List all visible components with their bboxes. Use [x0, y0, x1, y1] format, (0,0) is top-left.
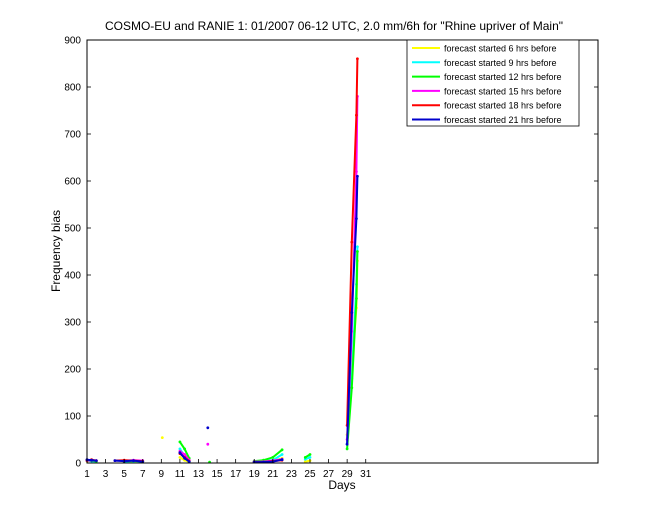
data-point [280, 453, 284, 456]
y-tick-label: 800 [64, 83, 81, 94]
x-tick-label: 11 [175, 469, 186, 480]
data-point [350, 240, 354, 244]
y-tick-label: 200 [64, 365, 81, 376]
x-tick-label: 19 [249, 469, 261, 480]
series-line [254, 458, 283, 464]
data-point [355, 113, 358, 117]
data-point [178, 456, 182, 459]
x-tick-label: 25 [304, 469, 316, 480]
series-line [346, 58, 359, 426]
x-tick-label: 9 [159, 469, 165, 480]
data-point [356, 245, 359, 249]
data-point [178, 440, 182, 444]
legend-entry-label: forecast started 21 hrs before [444, 115, 562, 125]
y-tick-label: 700 [64, 130, 81, 141]
series-line [346, 176, 359, 445]
legend-entry-label: forecast started 12 hrs before [444, 72, 562, 82]
y-tick-label: 900 [64, 36, 81, 47]
data-point [303, 460, 307, 463]
data-point [345, 442, 349, 446]
x-tick-label: 3 [103, 469, 109, 480]
y-tick-label: 100 [64, 412, 81, 423]
x-axis-label: Days [328, 478, 355, 492]
data-point [350, 386, 354, 390]
data-point [271, 456, 275, 459]
data-point [345, 447, 349, 451]
x-tick-label: 27 [323, 469, 335, 480]
data-point [280, 458, 284, 462]
y-tick-label: 600 [64, 177, 81, 188]
axis-ticks: 1 3 5 7 9 11 13 15 17 19 21 23 25 27 29 310100200300400… [64, 36, 598, 480]
x-tick-label: 15 [212, 469, 224, 480]
data-point [356, 57, 359, 61]
data-point [308, 453, 312, 456]
data-point [94, 459, 98, 462]
data-point [90, 458, 93, 462]
data-point [187, 460, 191, 463]
data-point [355, 297, 358, 300]
series-layer [85, 57, 359, 464]
y-tick-label: 0 [75, 459, 81, 470]
chart-title: COSMO-EU and RANIE 1: 01/2007 06-12 UTC,… [105, 19, 563, 33]
y-axis-label: Frequency bias [49, 210, 63, 292]
data-point [183, 456, 187, 460]
data-point [206, 442, 210, 446]
series-line [114, 459, 143, 463]
x-tick-label: 1 [84, 469, 90, 480]
data-point [178, 451, 182, 455]
data-point [280, 448, 284, 452]
data-point [113, 459, 117, 462]
data-point [355, 170, 358, 174]
legend-entry-label: forecast started 18 hrs before [444, 101, 562, 111]
series-group [85, 174, 359, 464]
legend-entry-label: forecast started 15 hrs before [444, 86, 562, 96]
data-point [308, 456, 312, 459]
legend-entry-label: forecast started 9 hrs before [444, 58, 557, 68]
x-tick-label: 7 [140, 469, 146, 480]
data-point [206, 426, 210, 430]
y-tick-label: 300 [64, 318, 81, 329]
data-point [183, 447, 187, 451]
series-line [346, 251, 359, 449]
data-point [356, 250, 359, 253]
data-point [303, 456, 307, 459]
data-point [183, 453, 187, 456]
data-point [160, 436, 164, 439]
x-tick-label: 13 [193, 469, 205, 480]
data-point [356, 174, 359, 178]
data-point [355, 217, 358, 221]
x-tick-label: 5 [121, 469, 127, 480]
legend: forecast started 6 hrs before forecast st… [406, 39, 580, 127]
legend-entry-label: forecast started 6 hrs before [444, 44, 557, 54]
legend-box [406, 39, 580, 127]
data-point [132, 459, 135, 462]
x-tick-label: 17 [230, 469, 242, 480]
axes-box [86, 39, 599, 464]
x-tick-label: 31 [360, 469, 372, 480]
data-point [350, 311, 354, 314]
x-tick-label: 29 [342, 469, 354, 480]
x-tick-label: 23 [286, 469, 298, 480]
x-tick-label: 21 [267, 469, 279, 480]
data-point [178, 447, 182, 451]
y-tick-label: 500 [64, 224, 81, 235]
y-tick-label: 400 [64, 271, 81, 282]
